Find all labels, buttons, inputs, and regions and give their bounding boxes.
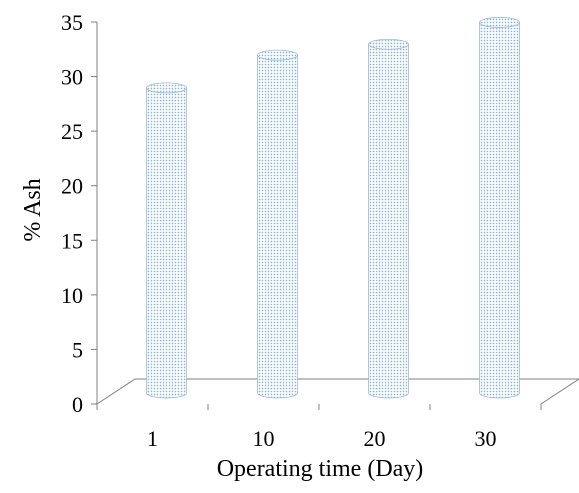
- bar-top: [146, 82, 187, 94]
- floor-outline: [96, 378, 579, 405]
- y-tick-label: 30: [61, 65, 83, 90]
- bar-top: [479, 17, 520, 28]
- y-tick-label: 5: [72, 337, 83, 362]
- x-tick-label: 30: [475, 426, 497, 451]
- bar-top: [257, 49, 298, 61]
- tick-labels: 0 5 10 15 20 25 30 35 1 10 20 30: [61, 10, 497, 451]
- y-tick-label: 10: [61, 283, 83, 308]
- y-tick-label: 25: [61, 119, 83, 144]
- bar: [368, 38, 409, 399]
- y-tick-label: 20: [61, 174, 83, 199]
- y-tick-label: 35: [61, 10, 83, 35]
- x-tick-label: 1: [147, 426, 158, 451]
- y-tick-label: 0: [72, 392, 83, 417]
- bar: [146, 82, 187, 399]
- x-tick-label: 10: [253, 426, 275, 451]
- bar-body: [257, 54, 298, 399]
- bars: [146, 17, 520, 399]
- bar-body: [479, 22, 520, 399]
- x-tick-label: 20: [364, 426, 386, 451]
- bar: [257, 49, 298, 399]
- x-axis-label: Operating time (Day): [217, 456, 424, 482]
- bar-body: [368, 43, 409, 399]
- bar-body: [146, 87, 187, 399]
- y-axis: [91, 21, 542, 410]
- chart-floor: [96, 378, 579, 405]
- y-tick-label: 15: [61, 228, 83, 253]
- bar-top: [368, 38, 409, 50]
- bar: [479, 17, 520, 399]
- y-axis-label: % Ash: [20, 178, 46, 241]
